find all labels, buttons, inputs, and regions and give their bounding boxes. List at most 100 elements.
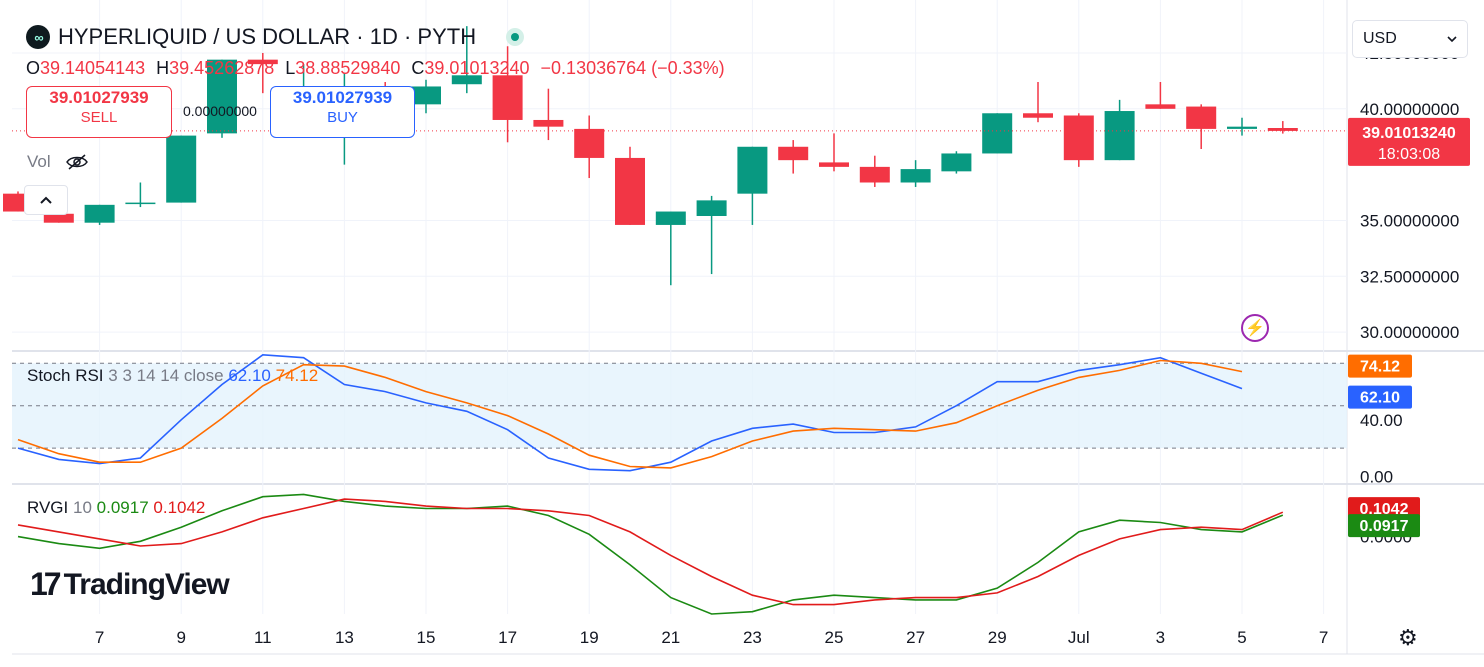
collapse-legend-button[interactable] [24,185,68,215]
x-tick-label: 11 [254,628,272,647]
y-tick-label: 30.00000000 [1360,323,1459,342]
x-tick-label: 5 [1237,628,1246,647]
rvgi-pane[interactable] [17,493,1284,615]
candle-body [411,86,441,105]
rvgi-params: 10 [73,498,92,517]
stoch-value-tag [1348,354,1412,378]
buy-price: 39.01027939 [292,88,393,107]
candle[interactable] [1145,82,1176,109]
candle-body [615,157,645,225]
candle-body [451,75,482,85]
candle[interactable] [1267,121,1298,134]
y-tick-label: 32.50000000 [1360,267,1459,286]
currency-select[interactable]: USD [1352,20,1468,58]
ohlc-readout: O39.14054143 H39.45262878 L38.88529840 C… [26,58,725,78]
candle[interactable] [1063,113,1094,167]
candle-body [84,204,115,223]
candle-body [819,162,849,167]
candle[interactable] [247,52,278,94]
chevron-up-icon [40,196,52,204]
symbol-header[interactable]: ∞ HYPERLIQUID / US DOLLAR · 1D · PYTH [26,24,525,50]
hyperliquid-logo-icon: ∞ [26,25,50,49]
rvgi-main-line[interactable] [17,493,1284,615]
stoch-k-line[interactable] [17,353,1243,472]
chevron-down-icon [1447,35,1457,42]
x-tick-label: 13 [335,628,354,647]
tradingview-mark-icon: 17 [30,566,62,602]
settings-gear-icon[interactable]: ⚙ [1398,625,1418,650]
candle[interactable] [615,146,645,225]
candle[interactable] [696,195,727,275]
candle[interactable] [166,135,197,203]
lightning-icon[interactable]: ⚡ [1241,314,1269,342]
sell-button[interactable]: 39.01027939 SELL [26,86,172,138]
y-tick-label: 35.00000000 [1360,211,1459,230]
x-tick-label: 29 [988,628,1007,647]
rvgi-legend[interactable]: RVGI 10 0.0917 0.1042 [27,498,205,518]
high-value: 39.45262878 [169,58,275,78]
rvgi-main-value: 0.0917 [96,498,149,517]
rvgi-value-tag-text: 0.1042 [1360,501,1409,518]
x-tick-label: 21 [661,628,680,647]
last-price-value: 39.01013240 [1362,125,1456,142]
close-value: 39.01013240 [424,58,530,78]
candle[interactable] [411,79,441,114]
x-tick-label: 27 [906,628,925,647]
stoch-value-tag-text: 62.10 [1360,390,1400,407]
candle[interactable] [125,182,156,208]
y-tick-label: 40.00000000 [1360,100,1459,119]
volume-label: Vol [27,152,51,171]
candle-body [696,200,727,216]
change-value: −0.13036764 (−0.33%) [540,58,725,78]
x-tick-label: 23 [743,628,762,647]
x-tick-label: 15 [417,628,436,647]
candle-body [900,169,931,183]
candle[interactable] [1023,82,1053,123]
candle[interactable] [859,155,890,187]
candle[interactable] [207,59,237,138]
candle-body [737,146,768,194]
rvgi-name: RVGI [27,498,69,517]
candle[interactable] [451,26,482,94]
candle[interactable] [778,140,809,174]
candle-body [1227,126,1257,129]
market-open-status-icon[interactable] [506,28,525,46]
stoch-k-value: 62.10 [228,366,271,385]
candle[interactable] [982,113,1013,154]
candle[interactable] [84,204,115,225]
x-tick-label: 3 [1156,628,1165,647]
candle[interactable] [900,160,931,187]
candle[interactable] [941,151,972,174]
stoch-rsi-legend[interactable]: Stoch RSI 3 3 14 14 close 62.10 74.12 [27,366,318,386]
candle-body [125,202,156,205]
candle[interactable] [574,115,605,179]
buy-button[interactable]: 39.01027939 BUY [270,86,415,138]
spread-value: 0.00000000 [183,103,257,119]
candle-body [1023,113,1053,118]
rvgi-signal-line[interactable] [17,498,1284,606]
candle[interactable] [737,146,768,225]
axes: 7 9 11 13 15 17 19 21 23 25 27 29 Jul 3 5 7 30.00000000 3… [95,44,1470,647]
x-tick-label: 9 [176,628,185,647]
candle-body [1104,111,1135,161]
candle[interactable] [1186,104,1217,149]
candle[interactable] [492,46,523,143]
candle-body [247,59,278,65]
stoch-value-tag [1348,385,1412,409]
candle[interactable] [1104,99,1135,161]
candle[interactable] [655,211,686,286]
sell-price: 39.01027939 [49,88,149,107]
candle[interactable] [819,133,849,172]
candle[interactable] [1227,117,1257,136]
volume-legend[interactable]: Vol [27,152,89,172]
stoch-rsi-pane[interactable] [12,353,1347,472]
stoch-d-line[interactable] [17,359,1243,469]
tradingview-logo[interactable]: 17 TradingView [30,566,230,603]
candle-body [859,166,890,183]
candle-body [1063,115,1094,161]
candle-body [1186,106,1217,129]
eye-hidden-icon[interactable] [65,153,89,171]
candle[interactable] [533,88,564,141]
x-tick-label: 7 [95,628,104,647]
